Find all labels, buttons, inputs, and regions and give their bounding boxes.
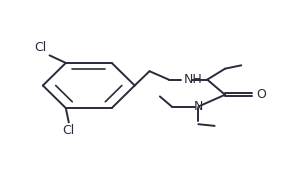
Text: N: N (194, 100, 203, 113)
Text: Cl: Cl (63, 124, 75, 137)
Text: O: O (256, 88, 266, 101)
Text: NH: NH (184, 73, 202, 86)
Text: Cl: Cl (34, 41, 47, 54)
